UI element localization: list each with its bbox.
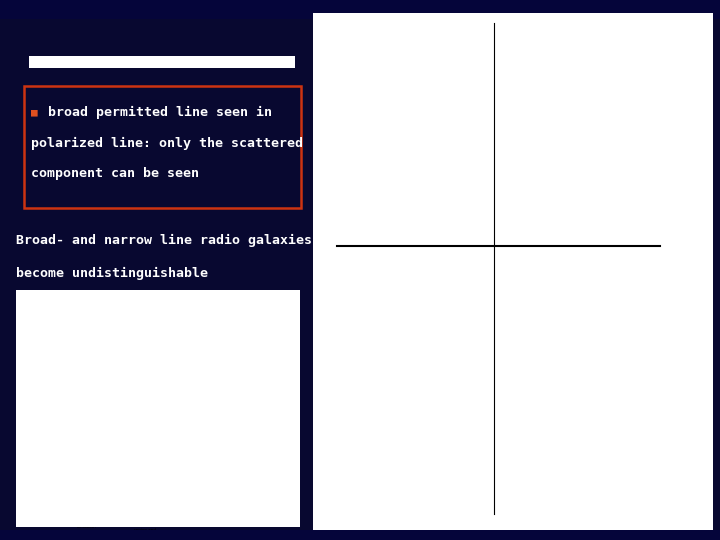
Text: Broad- and narrow line radio galaxies: Broad- and narrow line radio galaxies	[16, 234, 312, 247]
Text: Rest Wavelength: Rest Wavelength	[383, 519, 448, 528]
Text: Post-shock cooled
gas-narrow line
region and
radio emission?: Post-shock cooled gas-narrow line region…	[135, 518, 171, 536]
Text: become undistinguishable: become undistinguishable	[16, 267, 208, 280]
Text: Bow Shock
(usually
radiative)
-radio
emission?: Bow Shock (usually radiative) -radio emi…	[76, 507, 98, 529]
Text: component can be seen: component can be seen	[31, 167, 199, 180]
Text: 3C 445: 3C 445	[462, 118, 489, 126]
Text: $F_\lambda\,\times\,10^{-15}$: $F_\lambda\,\times\,10^{-15}$	[315, 249, 330, 291]
Text: 3C 321: 3C 321	[462, 386, 489, 394]
Text: Electron
scattering
zones: Electron scattering zones	[184, 364, 209, 381]
Bar	[16, 290, 300, 526]
Text: BLR (< 1 pc): BLR (< 1 pc)	[215, 449, 246, 454]
Bar	[29, 56, 295, 68]
Text: $pF_\lambda\,\times\,10^{-17}$: $pF_\lambda\,\times\,10^{-17}$	[696, 246, 710, 294]
Text: Shadowing
accretion
torus: Shadowing accretion torus	[21, 416, 48, 432]
Text: 3C 135: 3C 135	[462, 475, 489, 483]
Text: polarized line: only the scattered: polarized line: only the scattered	[31, 137, 303, 150]
Text: Rest Wavelength: Rest Wavelength	[546, 519, 611, 528]
Bar	[0, 0, 720, 19]
Ellipse shape	[111, 394, 205, 422]
Text: 3C 33NE: 3C 33NE	[454, 296, 489, 305]
Text: 3C 195: 3C 195	[462, 341, 489, 349]
Text: broad permitted line seen in: broad permitted line seen in	[48, 106, 271, 119]
Text: 3C 234: 3C 234	[462, 252, 489, 260]
Text: 3C 109: 3C 109	[462, 163, 489, 171]
Text: 1-100 pc?: 1-100 pc?	[215, 425, 239, 430]
Text: 3C 227: 3C 227	[462, 73, 489, 81]
Text: Ambient
Interstellar
Gas: Ambient Interstellar Gas	[21, 313, 48, 329]
Text: ■: ■	[31, 107, 37, 117]
Text: Cyg A: Cyg A	[467, 430, 489, 438]
Bar	[313, 13, 713, 530]
Bar	[24, 86, 301, 208]
Text: 3C 392: 3C 392	[462, 29, 489, 37]
Text: 1 kpc: 1 kpc	[66, 447, 79, 453]
Text: Extended Narrow
Line Region
(several kpc): Extended Narrow Line Region (several kpc…	[229, 305, 271, 321]
Bar	[0, 530, 720, 540]
Text: Outflow of
ionizing photons
(uv and hot
wind (?)): Outflow of ionizing photons (uv and hot …	[153, 495, 187, 512]
Text: Plasmas
ejected
from nucleus,
possibly
entraining gas
-NLR?: Plasmas ejected from nucleus, possibly e…	[25, 471, 55, 498]
Circle shape	[153, 403, 163, 413]
Text: Ionization
Cone
Boundary: Ionization Cone Boundary	[220, 376, 244, 392]
Text: 2217+259: 2217+259	[449, 207, 489, 215]
